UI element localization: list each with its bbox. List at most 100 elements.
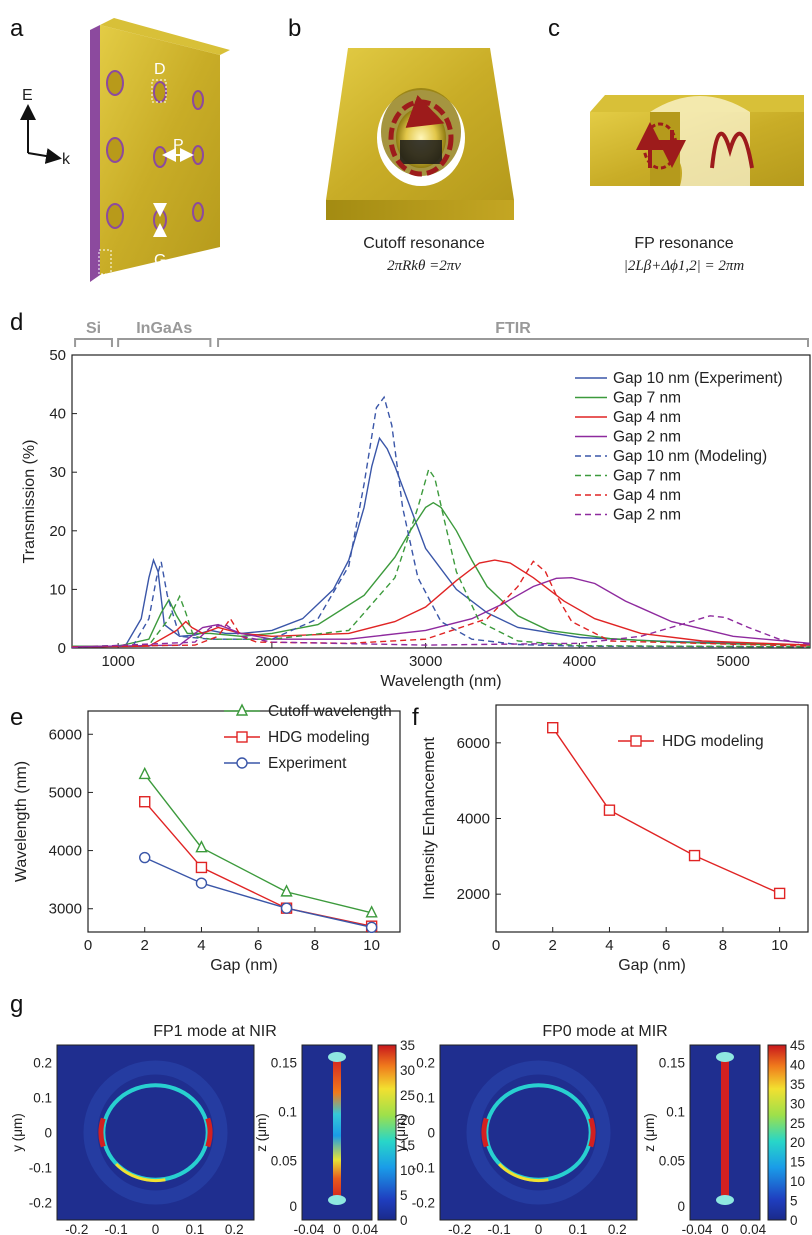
y-axis-label: Transmission (%) xyxy=(21,440,38,564)
fp0-title: FP0 mode at MIR xyxy=(542,1023,667,1040)
legend-label: Gap 7 nm xyxy=(613,390,681,407)
data-point xyxy=(280,884,293,897)
y-tick-label: 30 xyxy=(49,464,66,481)
range-label: Si xyxy=(86,320,101,337)
y-tick-label: 10 xyxy=(49,581,66,598)
y-tick-label: 0 xyxy=(427,1126,435,1141)
series-line xyxy=(144,856,372,928)
x-tick-label: 0.1 xyxy=(186,1222,205,1235)
x-tick-label: 4 xyxy=(197,937,205,954)
colorbar-tick-label: 10 xyxy=(790,1174,805,1189)
colorbar-tick-label: 45 xyxy=(790,1038,805,1053)
y-tick-label: -0.1 xyxy=(412,1161,435,1176)
gap-field-column xyxy=(333,1057,341,1200)
x-tick-label: 0.2 xyxy=(225,1222,244,1235)
x-tick-label: 10 xyxy=(771,937,788,954)
colorbar-tick-label: 5 xyxy=(400,1188,408,1203)
colorbar-tick-label: 0 xyxy=(790,1213,798,1228)
y-tick-label: 4000 xyxy=(49,843,82,860)
colorbar-tick-label: 30 xyxy=(400,1063,415,1078)
field-yellow xyxy=(498,1162,549,1183)
y-tick-label: 40 xyxy=(49,406,66,423)
series-line xyxy=(71,560,811,648)
y-tick-label: 0.2 xyxy=(33,1056,52,1071)
y-axis-label: Intensity Enhancement xyxy=(421,737,438,900)
bottom-hotspot xyxy=(716,1195,734,1205)
y-tick-label: 0.1 xyxy=(416,1091,435,1106)
colorbar-tick-label: 20 xyxy=(790,1135,805,1150)
x-tick-label: 0 xyxy=(492,937,500,954)
field-maps: -0.2-0.100.10.20.20.10-0.1-0.2x (μm)y (μ… xyxy=(10,1038,805,1235)
panel-letter-b: b xyxy=(288,15,301,42)
data-point xyxy=(365,905,378,918)
panel-letter-c: c xyxy=(548,15,560,42)
hotspot-right xyxy=(588,1117,596,1148)
y-tick-label: 0 xyxy=(58,640,66,657)
data-point xyxy=(688,849,701,862)
series-line xyxy=(71,467,811,648)
legend-label: Gap 4 nm xyxy=(613,409,681,426)
x-axis-label: Wavelength (nm) xyxy=(380,673,501,690)
x-tick-label: 4000 xyxy=(563,653,596,670)
field-yellow xyxy=(115,1162,166,1183)
y-axis-label: z (μm) xyxy=(642,1113,657,1152)
e-field-label: E xyxy=(22,87,33,104)
heatmap-halo xyxy=(83,1060,228,1205)
series-line xyxy=(144,801,372,927)
transmission-chart: 1000 2000 3000 4000 5000 0 10 20 30 40 50 Wavelengt… xyxy=(21,320,811,690)
panel-letter-f: f xyxy=(412,704,419,731)
enhancement-vs-gap-chart: 0 2 4 6 8 10 2000 4000 6000 Gap (nm) Intensity Enh… xyxy=(421,704,809,974)
x-tick-label: -0.1 xyxy=(104,1222,127,1235)
fp1-title: FP1 mode at NIR xyxy=(153,1023,277,1040)
y-tick-label: 0.15 xyxy=(271,1056,297,1071)
hotspot-left xyxy=(98,1117,106,1148)
colorbar xyxy=(377,1044,397,1221)
y-tick-label: 0.1 xyxy=(666,1105,685,1120)
legend-label: HDG modeling xyxy=(268,729,370,746)
x-tick-label: 8 xyxy=(311,937,319,954)
y-tick-label: 5000 xyxy=(49,784,82,801)
legend-label: Experiment xyxy=(268,755,347,772)
panel-letter-d: d xyxy=(10,309,23,336)
x-tick-label: -0.04 xyxy=(294,1222,325,1235)
x-tick-label: 2 xyxy=(141,937,149,954)
legend-label: Gap 2 nm xyxy=(613,507,681,524)
x-tick-label: 0 xyxy=(333,1222,341,1235)
series-line xyxy=(71,576,811,648)
x-tick-label: 5000 xyxy=(716,653,749,670)
gap-label: G xyxy=(154,252,166,269)
y-tick-label: 0.15 xyxy=(659,1056,685,1071)
heatmap-frame xyxy=(689,1044,761,1221)
y-tick-label: 0.05 xyxy=(659,1154,685,1169)
y-tick-label: 0 xyxy=(44,1126,52,1141)
y-tick-label: 50 xyxy=(49,347,66,364)
x-tick-label: 2 xyxy=(549,937,557,954)
y-tick-label: 0 xyxy=(677,1199,685,1214)
bottom-hotspot xyxy=(328,1195,346,1205)
series-line xyxy=(71,615,811,649)
k-vector-label: k xyxy=(62,151,71,168)
colorbar-tick-label: 25 xyxy=(400,1088,415,1103)
data-point xyxy=(547,722,559,734)
legend-label: Gap 2 nm xyxy=(613,429,681,446)
heatmap-frame xyxy=(301,1044,373,1221)
x-tick-label: 4 xyxy=(605,937,613,954)
data-point xyxy=(195,840,208,853)
x-tick-label: -0.2 xyxy=(65,1222,88,1235)
top-hotspot xyxy=(328,1052,346,1062)
panel-letter-a: a xyxy=(10,15,24,42)
y-tick-label: 20 xyxy=(49,523,66,540)
legend-marker xyxy=(630,735,642,747)
fp-equation: |2Lβ+Δϕ1,2| = 2πm xyxy=(624,258,745,274)
y-tick-label: 6000 xyxy=(457,735,490,752)
hotspot-right xyxy=(205,1117,213,1148)
colorbar-tick-label: 40 xyxy=(790,1057,805,1072)
data-point xyxy=(138,766,151,780)
legend-marker xyxy=(236,731,248,743)
panel-a-illustration xyxy=(20,18,230,282)
data-point xyxy=(139,796,151,808)
fp-title: FP resonance xyxy=(634,235,733,252)
y-tick-label: 3000 xyxy=(49,901,82,918)
legend-label: Gap 4 nm xyxy=(613,487,681,504)
